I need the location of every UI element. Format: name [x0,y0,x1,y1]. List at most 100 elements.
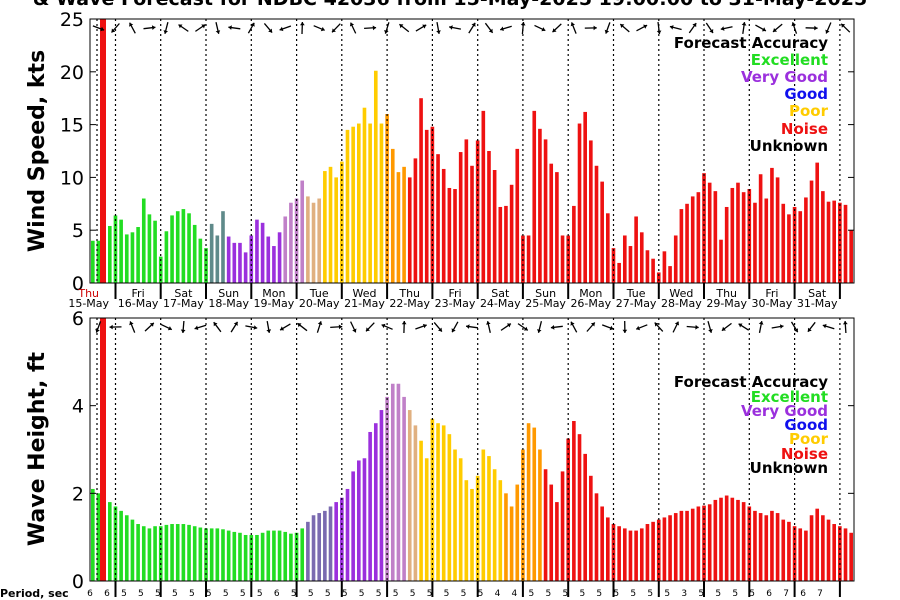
y-tick-label: 0 [72,273,84,295]
direction-arrow-icon [656,21,662,35]
wind-bar [447,187,452,283]
period-value: 6 [274,589,280,599]
wind-bar [306,196,310,283]
period-value: 5 [189,589,195,599]
period-value: 5 [596,589,602,599]
legend-poor: Poor [789,102,829,120]
wave-bar [215,528,220,581]
date-label: 19-May [254,297,295,310]
wave-bar [119,510,123,581]
period-value: 5 [664,589,670,599]
wave-bar [283,531,288,581]
wave-bar [821,515,825,581]
wave-bar [407,410,412,581]
chart-title: & Wave Forecast for NDBC 42036 from 15-M… [33,0,867,10]
direction-arrow-icon [705,22,714,34]
wave-bar [758,513,763,581]
wave-bar [639,528,644,581]
wave-bar [209,528,214,581]
period-value: 5 [613,589,619,599]
wave-bar [362,458,367,581]
period-value: 5 [427,589,433,599]
wave-bar [108,502,112,581]
date-label: 25-May [525,297,566,310]
y-tick-label: 15 [60,115,84,137]
direction-arrow-icon [520,21,526,35]
direction-arrow-icon [468,22,476,34]
wave-bar [164,524,169,581]
direction-arrow-icon [228,25,241,30]
wave-bar [736,499,740,581]
period-value: 5 [478,589,484,599]
wave-bar [470,488,474,581]
wave-bar [357,460,361,581]
wave-bar [192,526,197,581]
wave-bar [328,506,333,581]
wave-bar [685,510,689,581]
legend-title: Forecast Accuracy [674,373,828,391]
wind-bar [328,166,333,283]
wave-bar [843,528,848,581]
direction-arrow-icon [129,22,136,34]
direction-arrow-icon [843,320,848,334]
wind-bar [453,189,457,283]
day-of-week-label: Tue [309,287,329,300]
direction-arrow-icon [194,324,207,330]
wave-bar [787,521,791,581]
wave-bar [175,524,180,581]
wind-bar [91,240,95,283]
wave-height-panel: Wave Height, ft 0 2 4 6 Forecast Accuracy E… [25,308,855,597]
wind-bar [645,250,650,283]
period-value: 5 [342,589,348,599]
day-of-week-label: Fri [448,287,461,300]
wind-bar [385,114,389,283]
day-of-week-label: Thu [715,287,737,300]
wave-bar [487,456,491,581]
wave-bar [606,517,610,581]
wave-bar [351,471,355,581]
wave-bar [413,425,418,581]
period-value: 5 [257,589,263,599]
wind-bar [226,236,231,283]
period-value: 7 [817,589,823,599]
wind-bar [492,170,497,283]
wind-bar [741,192,746,283]
direction-arrow-icon [586,322,596,332]
wind-bar [181,209,186,283]
wave-bar [622,528,627,581]
wave-bar [396,383,401,581]
direction-arrow-icon [822,323,835,330]
direction-arrow-icon [350,321,357,333]
direction-arrow-icon [807,321,816,333]
period-value: 5 [647,589,653,599]
wave-bar [719,497,723,581]
wave-height-day-lines [114,318,841,597]
wave-bar [560,471,565,581]
direction-arrow-icon [688,22,697,34]
legend-excellent: Excellent [751,51,828,69]
wind-bar [685,203,689,283]
wind-bar [798,211,803,283]
period-value: 5 [698,589,704,599]
direction-arrow-icon [552,23,562,33]
wind-bar [747,189,752,283]
direction-arrow-icon [500,323,512,331]
wind-bar [832,200,836,283]
direction-arrow-icon [330,324,343,330]
wind-bar [141,198,146,283]
direction-arrow-icon [771,324,784,329]
direction-arrow-icon [365,322,375,332]
wave-height-plot-frame [89,317,855,582]
direction-arrow-icon [672,321,680,333]
direction-arrow-icon [215,22,221,34]
direction-arrow-icon [316,321,323,333]
period-value: 5 [325,589,331,599]
direction-arrow-icon [720,26,733,31]
wind-bar [600,181,604,283]
wind-bar [775,177,780,283]
period-value: 3 [681,589,687,599]
wind-bar [96,240,101,283]
direction-arrow-icon [415,24,427,32]
wave-bar [656,519,661,581]
wind-bar [402,166,406,283]
